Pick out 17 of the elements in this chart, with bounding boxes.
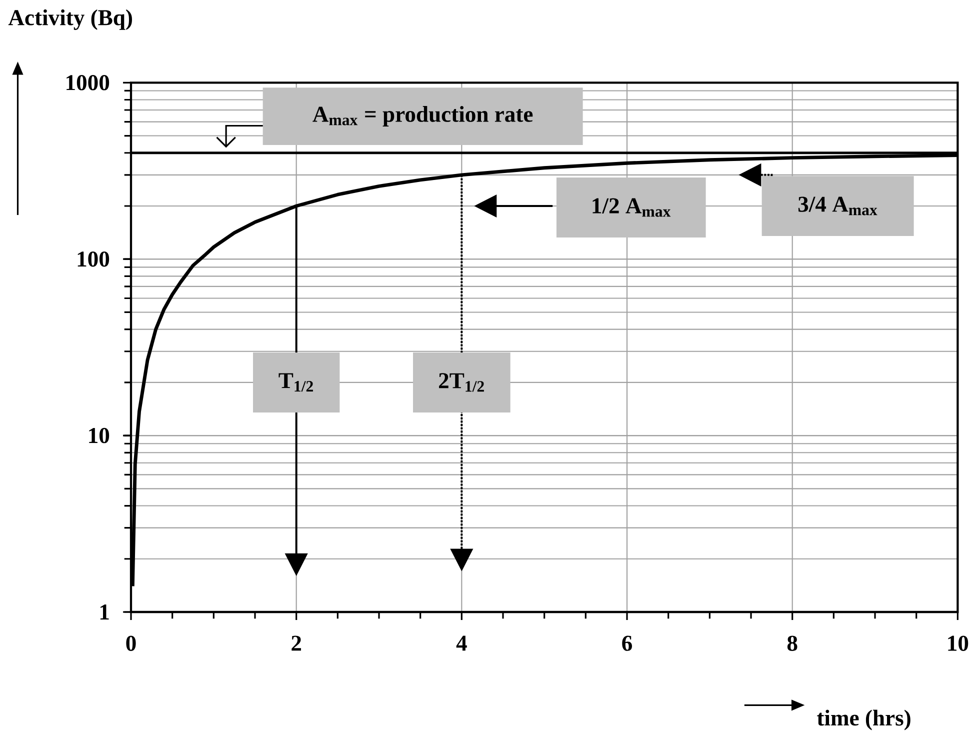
x-tick-label: 2	[292, 636, 301, 651]
x-tick-label: 6	[622, 636, 632, 651]
annotation: T$_{1/2}$	[278, 373, 313, 392]
x-axis-title: time (hrs)	[817, 710, 910, 730]
annotation: 2T$_{1/2}$	[439, 373, 484, 392]
annotation: 1/2 A$_{max}$	[592, 198, 671, 217]
x-tick-label: 0	[126, 636, 136, 651]
ref-line-label: A$_{max}$ = production rate	[312, 106, 533, 127]
annotation: 3/4 A$_{max}$	[798, 196, 878, 216]
y-axis-title: Activity (Bq)	[8, 9, 132, 30]
y-tick-label: 1000	[66, 75, 110, 90]
x-tick-label: 8	[787, 636, 798, 651]
x-tick-label: 10	[948, 636, 968, 651]
x-tick-label: 4	[456, 636, 467, 651]
y-tick-label: 100	[78, 251, 110, 267]
y-tick-label: 1	[100, 604, 109, 620]
y-tick-label: 10	[89, 428, 110, 444]
